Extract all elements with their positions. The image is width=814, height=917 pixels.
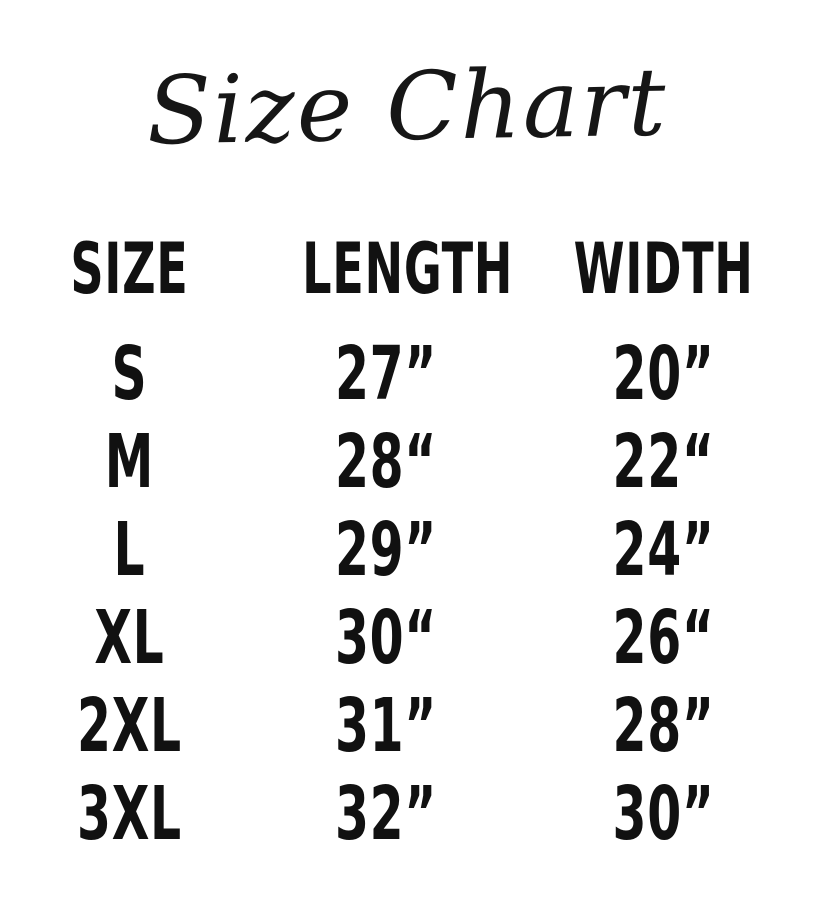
cell-width: 26“ xyxy=(612,595,715,681)
cell-width: 22“ xyxy=(612,419,715,505)
cell-length: 32” xyxy=(334,771,437,857)
page-title: Size Chart xyxy=(145,48,669,167)
cell-length: 29” xyxy=(334,507,437,593)
cell-size: 3XL xyxy=(77,771,182,857)
cell-width: 28” xyxy=(612,683,715,769)
size-table: SIZE LENGTH WIDTH S 27” 20” M 28“ 22“ L 29” 24” X… xyxy=(0,230,814,858)
cell-width: 30” xyxy=(612,771,715,857)
cell-length: 28“ xyxy=(334,419,437,505)
table-row: L 29” 24” xyxy=(0,506,814,594)
table-row: 2XL 31” 28” xyxy=(0,682,814,770)
cell-width: 20” xyxy=(612,331,715,417)
table-row: M 28“ 22“ xyxy=(0,418,814,506)
cell-size: S xyxy=(111,331,148,417)
column-header-width: WIDTH xyxy=(573,228,754,310)
cell-length: 31” xyxy=(334,683,437,769)
column-header-length: LENGTH xyxy=(302,228,513,310)
cell-size: XL xyxy=(94,595,165,681)
cell-size: 2XL xyxy=(77,683,182,769)
cell-length: 27” xyxy=(334,331,437,417)
table-row: S 27” 20” xyxy=(0,330,814,418)
cell-length: 30“ xyxy=(334,595,437,681)
table-row: XL 30“ 26“ xyxy=(0,594,814,682)
cell-size: L xyxy=(113,507,146,593)
table-row: 3XL 32” 30” xyxy=(0,770,814,858)
table-body: S 27” 20” M 28“ 22“ L 29” 24” XL 30“ 26“ 2XL 31” 28” 3X… xyxy=(0,330,814,858)
cell-size: M xyxy=(104,419,155,505)
table-header-row: SIZE LENGTH WIDTH xyxy=(0,230,814,308)
cell-width: 24” xyxy=(612,507,715,593)
column-header-size: SIZE xyxy=(70,228,189,310)
